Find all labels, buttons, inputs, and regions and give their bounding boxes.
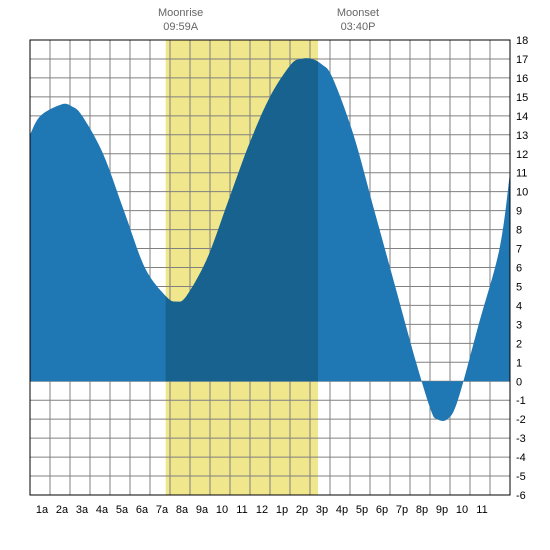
moonrise-time: 09:59A [163, 21, 199, 33]
x-tick-label: 10 [456, 504, 468, 516]
moonrise-label: Moonrise [158, 7, 203, 19]
x-tick-label: 11 [476, 504, 487, 516]
y-tick-label: 12 [516, 149, 528, 161]
y-tick-label: 13 [516, 130, 528, 142]
x-tick-label: 12 [256, 504, 268, 516]
x-tick-label: 8p [416, 504, 428, 516]
x-tick-label: 1p [276, 504, 288, 516]
chart-svg: -6-5-4-3-2-10123456789101112131415161718… [0, 0, 550, 550]
y-tick-label: 14 [516, 111, 528, 123]
y-tick-label: 0 [516, 376, 522, 388]
moonset-label: Moonset [337, 7, 379, 19]
tide-chart: -6-5-4-3-2-10123456789101112131415161718… [0, 0, 550, 550]
data-layer [30, 58, 510, 421]
y-tick-label: 6 [516, 263, 522, 275]
x-tick-label: 1a [36, 504, 49, 516]
x-tick-label: 9p [436, 504, 448, 516]
y-tick-label: 10 [516, 187, 528, 199]
x-tick-label: 4p [336, 504, 348, 516]
x-tick-label: 5p [356, 504, 368, 516]
x-tick-label: 6p [376, 504, 388, 516]
y-tick-label: -2 [516, 414, 526, 426]
x-tick-label: 2a [56, 504, 69, 516]
y-tick-label: 1 [516, 357, 522, 369]
y-tick-label: 3 [516, 319, 522, 331]
x-tick-label: 4a [96, 504, 109, 516]
y-tick-label: 11 [516, 168, 527, 180]
x-tick-label: 3p [316, 504, 328, 516]
x-tick-label: 9a [196, 504, 209, 516]
x-tick-label: 7a [156, 504, 169, 516]
y-tick-label: 15 [516, 92, 528, 104]
y-tick-label: -4 [516, 452, 526, 464]
y-tick-label: 4 [516, 300, 522, 312]
x-tick-label: 2p [296, 504, 308, 516]
x-tick-label: 10 [216, 504, 228, 516]
x-tick-label: 3a [76, 504, 89, 516]
y-tick-label: 5 [516, 281, 522, 293]
y-tick-label: 9 [516, 206, 522, 218]
y-tick-label: 17 [516, 54, 528, 66]
y-tick-label: 8 [516, 225, 522, 237]
y-tick-label: -6 [516, 490, 526, 502]
y-tick-label: 7 [516, 244, 522, 256]
y-tick-label: -1 [516, 395, 526, 407]
x-tick-label: 8a [176, 504, 189, 516]
y-tick-label: -3 [516, 433, 526, 445]
y-tick-label: 16 [516, 73, 528, 85]
y-tick-label: 18 [516, 35, 528, 47]
x-tick-label: 6a [136, 504, 149, 516]
moonset-time: 03:40P [341, 21, 376, 33]
x-tick-label: 11 [236, 504, 247, 516]
x-tick-label: 7p [396, 504, 408, 516]
y-tick-label: 2 [516, 338, 522, 350]
x-tick-label: 5a [116, 504, 129, 516]
y-tick-label: -5 [516, 471, 526, 483]
